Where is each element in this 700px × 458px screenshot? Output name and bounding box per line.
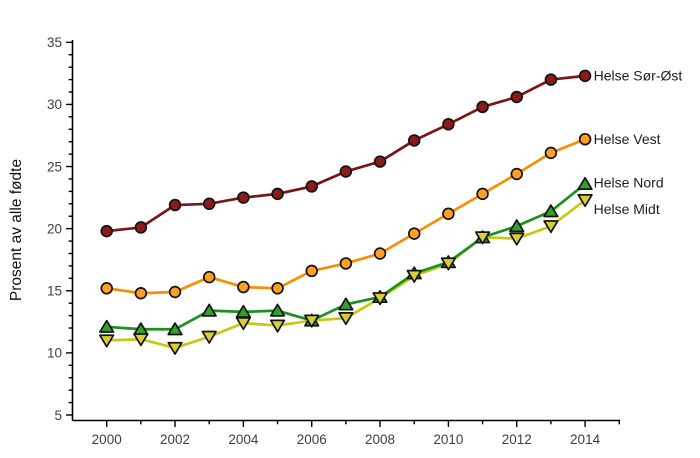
data-point-helse-midt	[543, 220, 559, 234]
data-point-helse-midt	[406, 269, 422, 283]
data-point-helse-midt	[304, 314, 320, 328]
x-tick-label: 2006	[297, 432, 327, 447]
data-point-helse-s-r-st	[442, 118, 455, 131]
data-point-helse-vest	[271, 282, 284, 295]
y-tick-label: 35	[47, 35, 62, 50]
y-tick-label: 25	[47, 159, 62, 174]
data-point-helse-midt	[167, 341, 183, 355]
data-point-helse-vest	[373, 247, 387, 260]
y-tick-label: 20	[47, 221, 62, 236]
x-tick-label: 2014	[570, 432, 601, 447]
data-point-helse-s-r-st	[168, 198, 182, 212]
data-point-helse-vest	[100, 282, 113, 295]
data-point-helse-vest	[510, 167, 523, 181]
data-point-helse-s-r-st	[510, 90, 523, 104]
data-point-helse-midt	[133, 333, 149, 347]
data-point-helse-vest	[442, 207, 455, 220]
data-point-helse-vest	[476, 187, 489, 201]
data-point-helse-midt	[372, 292, 388, 306]
x-tick-label: 2010	[433, 432, 463, 447]
y-tick-label: 15	[47, 284, 62, 299]
y-axis-title: Prosent av alle fødte	[8, 158, 25, 302]
data-point-helse-nord	[509, 219, 525, 233]
data-point-helse-vest	[168, 285, 182, 299]
data-point-helse-s-r-st	[476, 100, 489, 114]
data-point-helse-midt	[577, 194, 593, 208]
data-point-helse-nord	[577, 176, 593, 190]
data-point-helse-s-r-st	[100, 224, 113, 238]
data-point-helse-midt	[99, 334, 115, 348]
data-point-helse-vest	[237, 280, 250, 294]
data-point-helse-s-r-st	[237, 191, 250, 204]
data-point-helse-nord	[269, 303, 286, 317]
data-point-helse-nord	[543, 204, 559, 218]
data-point-helse-s-r-st	[339, 165, 353, 178]
y-tick-label: 5	[54, 408, 62, 423]
series-label-helse-s-r-st: Helse Sør-Øst	[594, 68, 683, 84]
data-point-helse-midt	[509, 232, 525, 246]
series-label-helse-vest: Helse Vest	[594, 131, 661, 147]
data-point-helse-s-r-st	[305, 180, 318, 193]
data-point-helse-nord	[201, 303, 217, 317]
x-tick-label: 2002	[160, 432, 190, 447]
series-label-helse-nord: Helse Nord	[594, 175, 664, 191]
data-point-helse-midt	[440, 257, 457, 271]
x-tick-label: 2012	[502, 432, 532, 447]
y-tick-label: 10	[47, 346, 62, 361]
data-point-helse-midt	[235, 317, 252, 331]
y-tick-label: 30	[47, 97, 62, 112]
data-point-helse-s-r-st	[578, 69, 592, 83]
x-tick-label: 2008	[365, 432, 395, 447]
data-point-helse-nord	[167, 322, 183, 336]
data-point-helse-vest	[305, 264, 318, 278]
x-tick-label: 2000	[92, 432, 122, 447]
series-line-helse-midt	[105, 198, 587, 350]
data-point-helse-vest	[407, 227, 421, 240]
series-label-helse-midt: Helse Midt	[594, 201, 660, 217]
data-point-helse-s-r-st	[544, 73, 558, 86]
data-point-helse-s-r-st	[271, 187, 284, 201]
data-point-helse-midt	[338, 312, 354, 326]
series-line-helse-vest	[105, 137, 587, 295]
data-point-helse-midt	[201, 330, 217, 344]
data-point-helse-s-r-st	[134, 221, 148, 234]
x-tick-label: 2004	[228, 432, 259, 447]
data-point-helse-vest	[134, 287, 148, 300]
data-point-helse-midt	[474, 231, 491, 245]
data-point-helse-vest	[544, 146, 558, 160]
data-point-helse-midt	[269, 319, 286, 333]
data-point-helse-vest	[578, 132, 592, 146]
data-point-helse-s-r-st	[373, 155, 387, 168]
data-point-helse-s-r-st	[202, 197, 216, 211]
data-point-helse-vest	[202, 270, 216, 284]
data-point-helse-s-r-st	[407, 134, 421, 147]
data-point-helse-nord	[338, 297, 354, 311]
data-point-helse-vest	[339, 257, 353, 270]
data-point-helse-nord	[99, 319, 115, 333]
